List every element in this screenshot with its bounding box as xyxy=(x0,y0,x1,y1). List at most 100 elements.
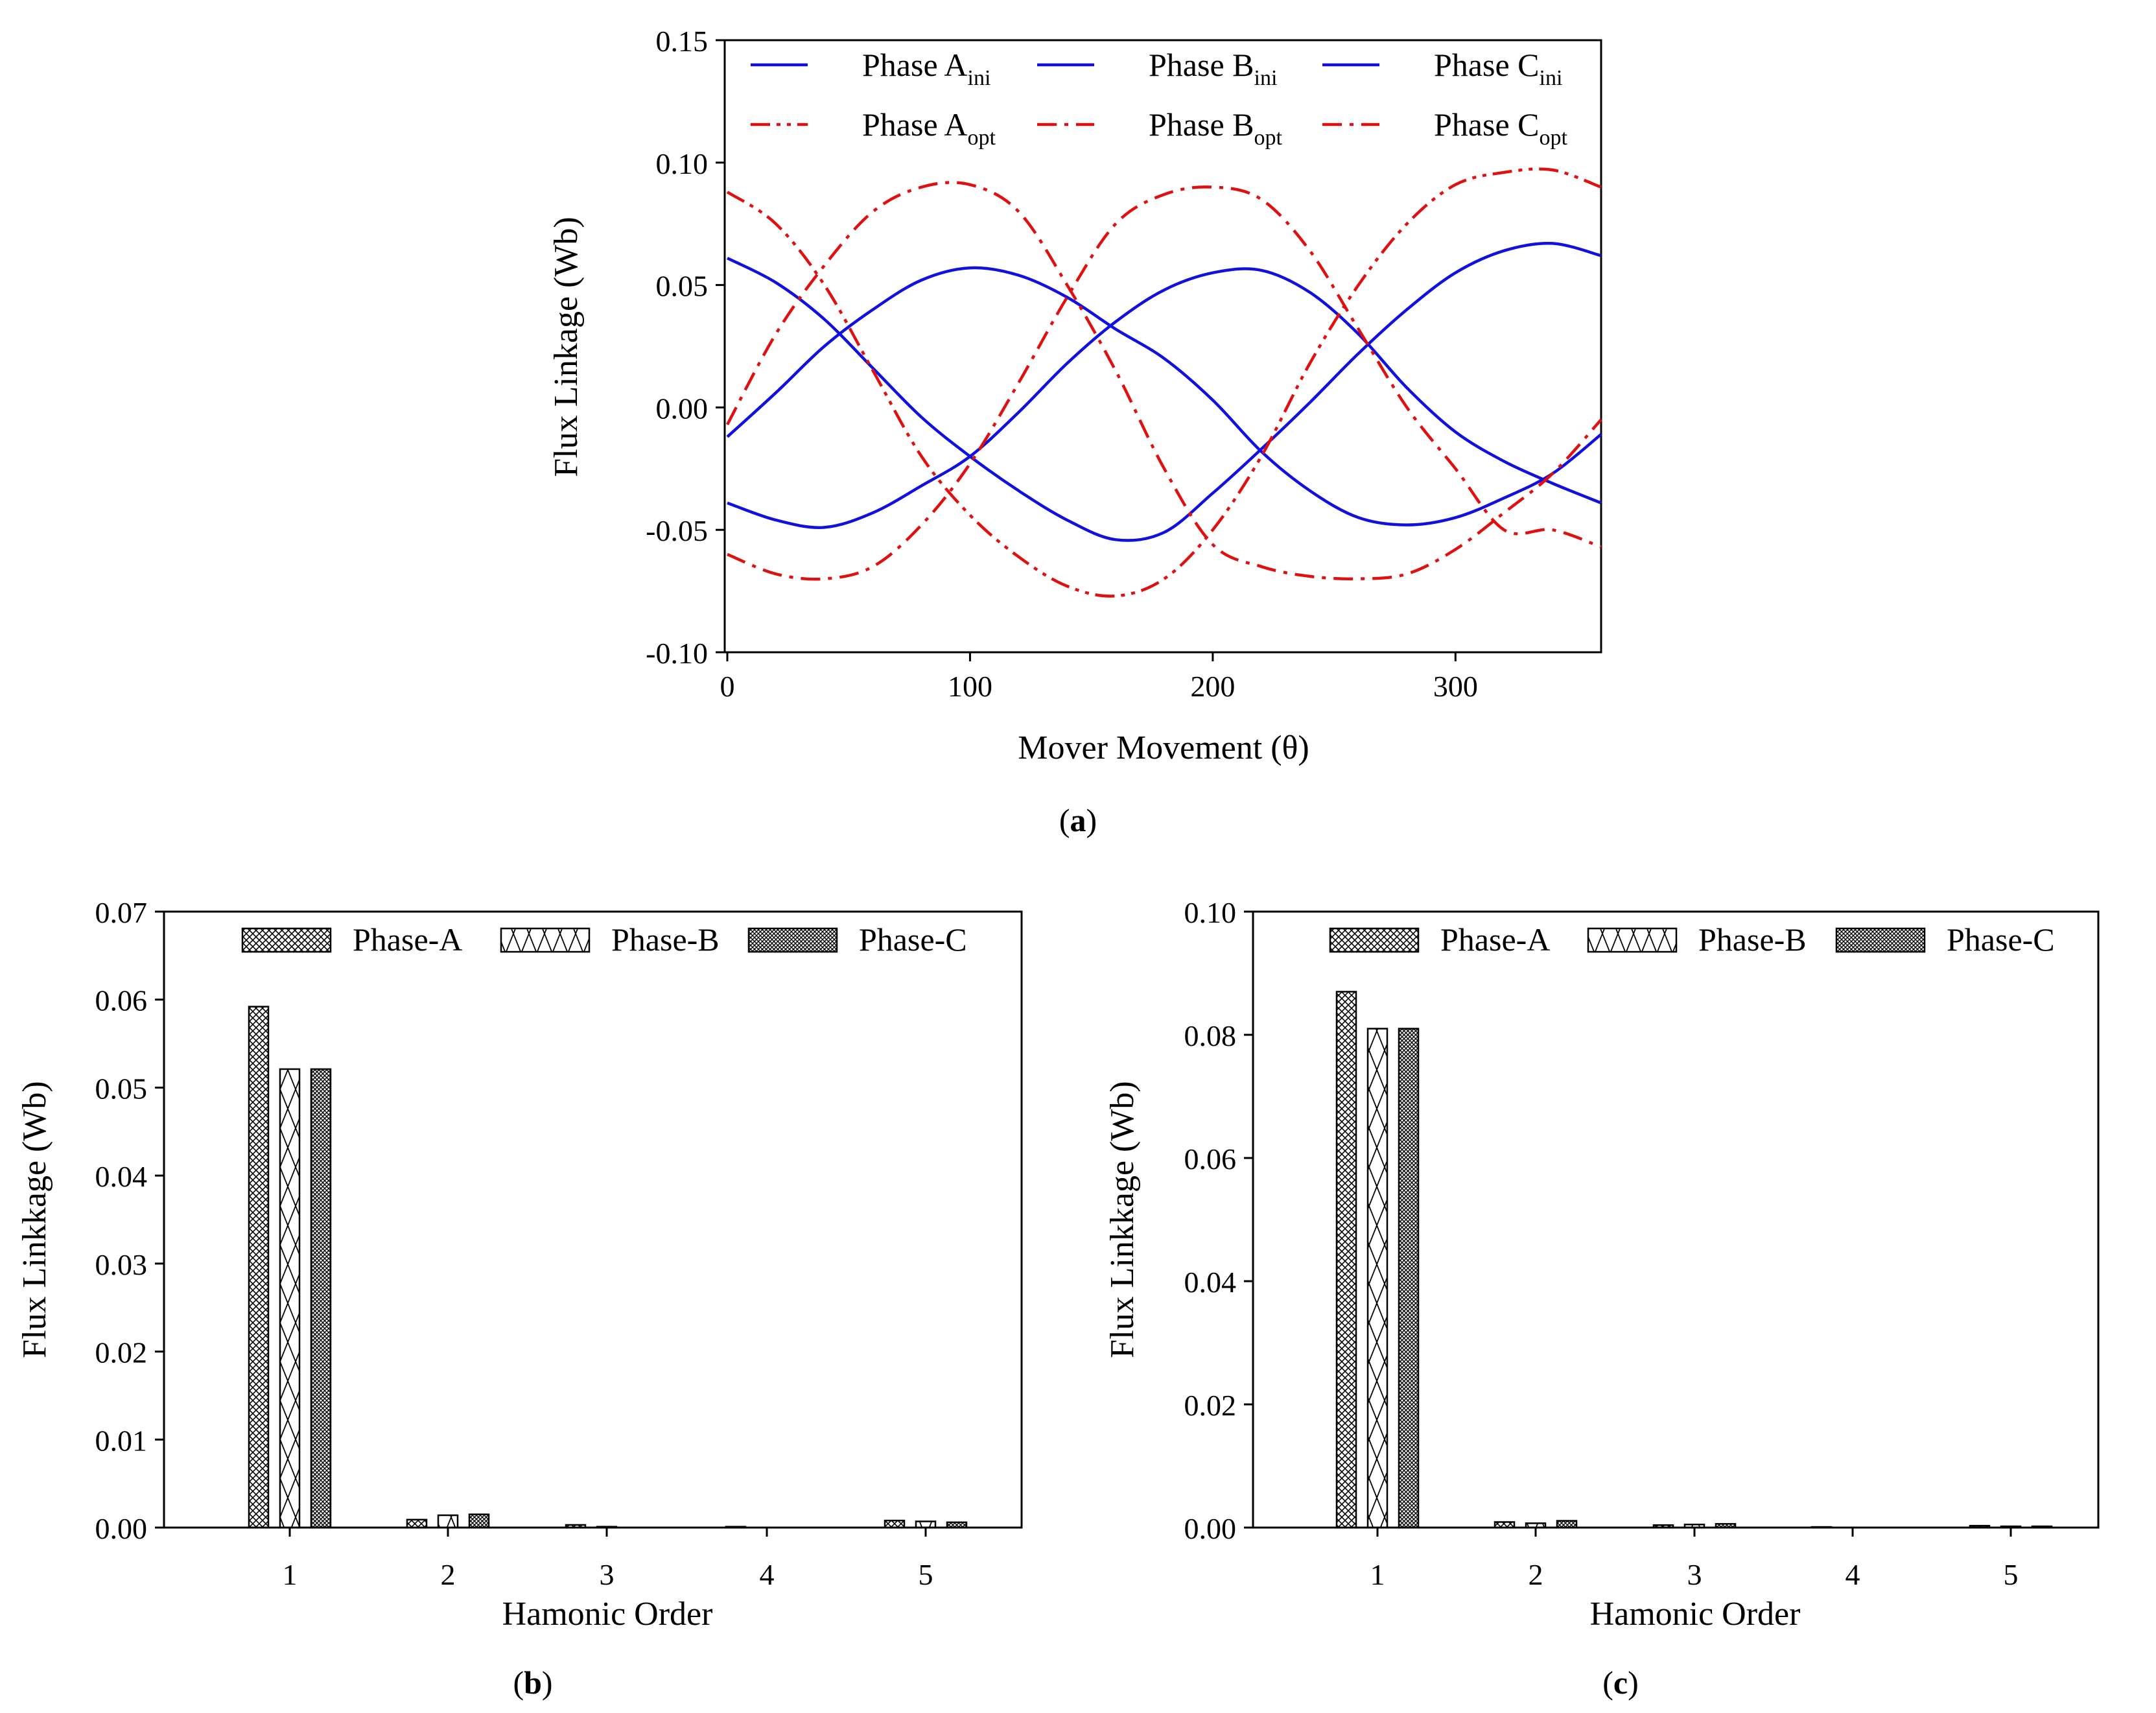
bar-b-phase-a-h2 xyxy=(406,1518,428,1529)
x-axis-label-a: Mover Movement (θ) xyxy=(1018,729,1309,766)
bar-b-phase-b-h1 xyxy=(279,1068,301,1529)
x-tick-label-a: 300 xyxy=(1433,670,1478,703)
legend-label-sub-a: opt xyxy=(968,126,996,150)
series-group-a xyxy=(726,167,1602,598)
bar-c-phase-a-h3 xyxy=(1652,1524,1674,1529)
y-axis-label-b: Flux Linkkage (Wb) xyxy=(16,1081,53,1358)
bar-c-phase-c-h5 xyxy=(2031,1525,2053,1529)
caption-c: (c) xyxy=(1602,1664,1639,1701)
bar-c-phase-b-h3 xyxy=(1683,1524,1705,1529)
x-tick-label-b: 4 xyxy=(760,1558,775,1591)
y-tick-label-a: 0.05 xyxy=(656,270,709,303)
y-tick-label-b: 0.02 xyxy=(95,1336,148,1369)
legend-c: Phase-A Phase-B Phase-C xyxy=(1329,921,2055,958)
legend-swatch-b xyxy=(241,927,332,953)
legend-label-base-a: Phase C xyxy=(1434,47,1540,83)
y-axis-label-a: Flux Linkage (Wb) xyxy=(548,217,585,477)
legend-b: Phase-A Phase-B Phase-C xyxy=(241,921,967,958)
y-axis-b: 0.00 0.01 0.02 0.03 0.04 0.05 0.06 0.07 xyxy=(95,896,164,1545)
caption-letter-a: a xyxy=(1070,802,1086,838)
y-axis-label-c: Flux Linkkage (Wb) xyxy=(1104,1081,1141,1358)
y-tick-label-b: 0.05 xyxy=(95,1072,148,1105)
x-tick-label-c: 1 xyxy=(1370,1558,1385,1591)
legend-swatch-c xyxy=(1329,927,1420,953)
x-tick-label-a: 200 xyxy=(1190,670,1235,703)
y-axis-a: -0.10 -0.05 0.00 0.05 0.10 0.15 xyxy=(646,25,725,670)
series-line-phase-c-opt xyxy=(727,185,1602,581)
bar-c-phase-a-h4 xyxy=(1810,1526,1833,1529)
bar-b-phase-b-h3 xyxy=(596,1526,618,1529)
bar-b-phase-b-h2 xyxy=(437,1514,459,1529)
x-tick-label-a: 0 xyxy=(720,670,735,703)
legend-label-a: Phase Aopt xyxy=(862,106,996,150)
legend-label-sub-a: ini xyxy=(1254,66,1278,90)
y-tick-label-c: 0.08 xyxy=(1184,1019,1237,1052)
panel-a-line-chart: -0.10 -0.05 0.00 0.05 0.10 0.15 0 100 200 300 Ph… xyxy=(548,25,1602,838)
x-tick-label-b: 1 xyxy=(283,1558,298,1591)
bar-b-phase-c-h5 xyxy=(946,1521,968,1529)
y-tick-label-a: 0.10 xyxy=(656,147,709,180)
legend-label-sub-a: ini xyxy=(1540,66,1563,90)
legend-label-c: Phase-C xyxy=(1947,921,2055,958)
legend-label-a: Phase Bopt xyxy=(1149,106,1283,150)
legend-swatch-b xyxy=(500,927,591,953)
x-axis-label-c: Hamonic Order xyxy=(1590,1596,1801,1633)
x-tick-label-c: 4 xyxy=(1845,1558,1860,1591)
legend-label-sub-a: opt xyxy=(1254,126,1283,150)
legend-swatch-c xyxy=(1835,927,1926,953)
y-tick-label-c: 0.04 xyxy=(1184,1266,1237,1299)
bar-b-phase-a-h4 xyxy=(725,1526,747,1529)
legend-label-a: Phase Bini xyxy=(1149,47,1277,90)
y-axis-c: 0.00 0.02 0.04 0.06 0.08 0.10 xyxy=(1184,896,1253,1545)
bar-c-phase-c-h1 xyxy=(1398,1028,1420,1529)
caption-letter-b: b xyxy=(524,1664,542,1701)
y-tick-label-c: 0.06 xyxy=(1184,1142,1237,1175)
legend-label-c: Phase-A xyxy=(1440,921,1550,958)
bar-c-phase-b-h5 xyxy=(2000,1525,2022,1529)
bar-b-phase-a-h3 xyxy=(565,1524,587,1529)
x-tick-label-c: 3 xyxy=(1687,1558,1702,1591)
x-axis-a: 0 100 200 300 xyxy=(720,652,1478,703)
y-tick-label-b: 0.07 xyxy=(95,896,148,929)
y-tick-label-b: 0.01 xyxy=(95,1424,148,1457)
bar-b-phase-a-h5 xyxy=(884,1519,906,1529)
bar-b-phase-a-h1 xyxy=(248,1006,270,1529)
y-tick-label-b: 0.00 xyxy=(95,1512,148,1545)
caption-b: (b) xyxy=(513,1664,552,1701)
y-tick-label-a: -0.05 xyxy=(646,514,708,547)
bar-b-phase-c-h2 xyxy=(468,1513,490,1529)
legend-label-base-a: Phase B xyxy=(1149,47,1254,83)
caption-letter-c: c xyxy=(1613,1664,1628,1701)
y-tick-label-a: 0.15 xyxy=(656,25,709,58)
bars-c xyxy=(1335,991,2053,1529)
legend-label-a: Phase Cini xyxy=(1434,47,1562,90)
y-tick-label-b: 0.06 xyxy=(95,984,148,1017)
x-axis-label-b: Hamonic Order xyxy=(502,1596,713,1633)
plot-frame-c xyxy=(1252,910,2100,1529)
legend-label-base-a: Phase A xyxy=(862,47,968,83)
legend-label-a: Phase Copt xyxy=(1434,106,1568,150)
x-tick-label-b: 5 xyxy=(919,1558,933,1591)
series-line-phase-b-opt xyxy=(726,181,1602,581)
bar-c-phase-a-h5 xyxy=(1969,1524,1991,1529)
legend-swatch-c xyxy=(1587,927,1678,953)
bar-c-phase-c-h2 xyxy=(1556,1520,1578,1529)
x-axis-b: 1 2 3 4 5 xyxy=(283,1528,933,1591)
legend-label-a: Phase Aini xyxy=(862,47,990,90)
legend-label-base-a: Phase C xyxy=(1434,106,1540,143)
x-tick-label-c: 2 xyxy=(1529,1558,1543,1591)
x-tick-label-a: 100 xyxy=(948,670,992,703)
y-tick-label-b: 0.04 xyxy=(95,1160,148,1193)
legend-label-b: Phase-B xyxy=(611,921,720,958)
bar-b-phase-c-h1 xyxy=(310,1068,332,1529)
plot-frame-b xyxy=(163,910,1023,1529)
x-tick-label-b: 3 xyxy=(600,1558,615,1591)
legend-label-b: Phase-A xyxy=(353,921,462,958)
bars-b xyxy=(248,1006,968,1529)
y-tick-label-a: 0.00 xyxy=(656,392,709,425)
x-axis-c: 1 2 3 4 5 xyxy=(1370,1528,2019,1591)
bar-c-phase-b-h2 xyxy=(1525,1522,1547,1529)
panel-b-bar-chart: 0.00 0.01 0.02 0.03 0.04 0.05 0.06 0.07 1 2 3 4 5 P… xyxy=(16,896,1023,1701)
